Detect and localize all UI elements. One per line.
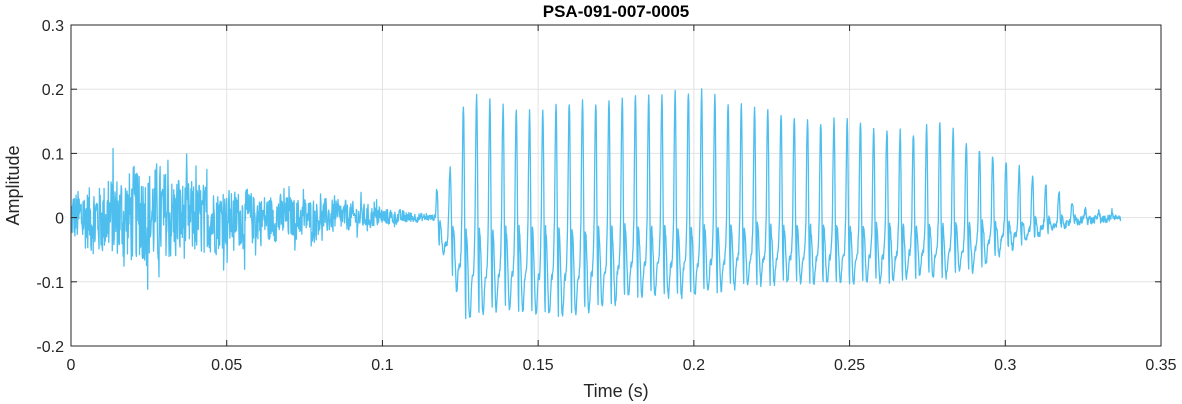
y-axis: -0.2 -0.1 0 0.1 0.2 0.3 bbox=[36, 18, 1161, 356]
x-tick-label: 0.1 bbox=[371, 357, 393, 374]
x-axis-label: Time (s) bbox=[583, 381, 648, 401]
x-tick-label: 0.25 bbox=[834, 357, 865, 374]
x-axis: 0 0.05 0.1 0.15 0.2 0.25 0.3 0.35 bbox=[67, 25, 1177, 374]
x-tick-label: 0.15 bbox=[523, 357, 554, 374]
y-tick-label: 0.1 bbox=[42, 146, 64, 163]
x-tick-label: 0.2 bbox=[683, 357, 705, 374]
y-tick-label: -0.2 bbox=[36, 339, 64, 356]
x-tick-label: 0.3 bbox=[994, 357, 1016, 374]
y-tick-label: -0.1 bbox=[36, 275, 64, 292]
y-tick-label: 0.3 bbox=[42, 18, 64, 35]
y-tick-label: 0 bbox=[55, 211, 64, 228]
waveform-line bbox=[70, 88, 1122, 320]
plot-frame bbox=[70, 24, 1162, 347]
x-tick-label: 0.05 bbox=[211, 357, 242, 374]
x-tick-label: 0.35 bbox=[1145, 357, 1176, 374]
chart-title: PSA-091-007-0005 bbox=[543, 2, 689, 21]
y-axis-label: Amplitude bbox=[3, 145, 23, 225]
x-tick-label: 0 bbox=[67, 357, 76, 374]
y-tick-label: 0.2 bbox=[42, 82, 64, 99]
